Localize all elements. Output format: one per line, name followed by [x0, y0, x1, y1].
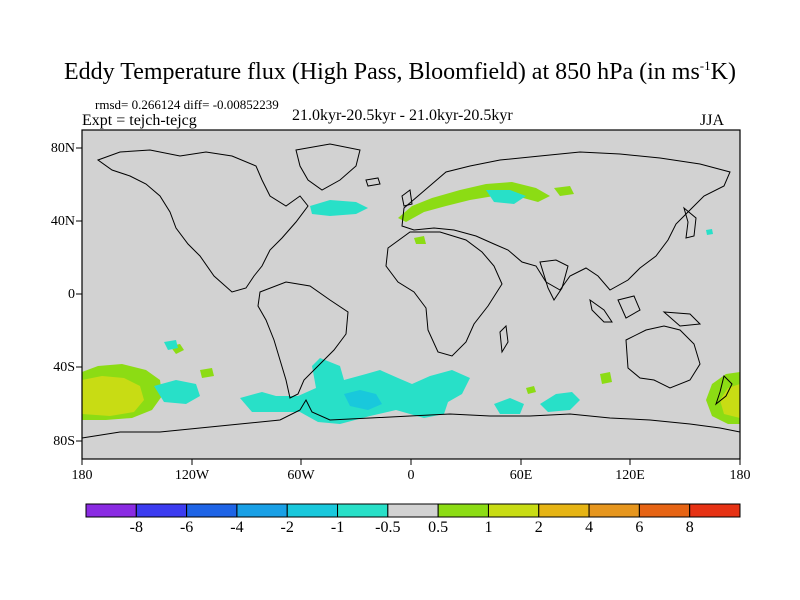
- colorbar-swatch: [186, 503, 238, 518]
- colorbar-label: -8: [129, 519, 143, 536]
- coastline-madagascar: [499, 324, 509, 354]
- colorbar-label: 2: [534, 519, 543, 536]
- anomaly-east-edge-yellow: [720, 384, 740, 418]
- anomaly-south-pacific-yellow: [82, 376, 144, 416]
- colorbar-swatch: [387, 503, 439, 518]
- colorbar-swatch: [135, 503, 188, 518]
- colorbar-label: -1: [330, 519, 345, 536]
- lat-label: 0: [68, 287, 75, 302]
- lon-label: 180: [71, 468, 93, 483]
- colorbar-swatch: [437, 503, 489, 518]
- coastline-south-america: [257, 281, 349, 399]
- experiment-label: Expt = tejch-tejcg: [82, 112, 197, 129]
- coastline-new-guinea: [662, 311, 702, 327]
- colorbar-label: 0.5: [428, 519, 449, 536]
- lon-label: 0: [407, 468, 415, 483]
- colorbar-swatch: [236, 503, 288, 518]
- lat-label: 80N: [50, 141, 75, 156]
- coastline-north-america: [96, 149, 309, 293]
- coastline-australia: [625, 325, 701, 389]
- coastline-iceland: [365, 177, 381, 187]
- anomaly-southern-ocean-cyan: [154, 380, 200, 404]
- anomaly-iberia-green: [414, 236, 426, 244]
- lat-label: 40N: [50, 214, 75, 229]
- anomaly-green-sp3: [200, 368, 214, 378]
- anomaly-europe-cyan: [486, 190, 526, 204]
- colorbar-swatch: [85, 503, 137, 518]
- anomaly-southern-ocean-cyan-5: [164, 340, 178, 350]
- colorbar-label: -4: [230, 519, 244, 536]
- lon-label: 60W: [287, 468, 315, 483]
- colorbar-swatch: [337, 503, 389, 518]
- colorbar-label: -6: [179, 519, 194, 536]
- colorbar-swatch: [588, 503, 640, 518]
- colorbar-label: 4: [585, 519, 594, 536]
- lon-label: 60E: [509, 468, 533, 483]
- coastline-eurasia: [401, 151, 731, 291]
- colorbar-swatch: [689, 503, 741, 518]
- lon-label: 120W: [174, 468, 210, 483]
- lon-label: 180: [729, 468, 751, 483]
- colorbar-swatch: [487, 503, 540, 518]
- colorbar-swatch: [638, 503, 691, 518]
- coastlines: [81, 143, 741, 439]
- coastline-sumatra: [589, 298, 613, 323]
- stats-label: rmsd= 0.266124 diff= -0.00852239: [95, 97, 279, 112]
- anomaly-southern-ocean-cyan-4: [540, 392, 580, 412]
- anomaly-north-atlantic-cyan: [310, 200, 368, 216]
- axis-ticks: [76, 147, 741, 465]
- anomaly-green-si: [600, 372, 612, 384]
- colorbar-label: 6: [635, 519, 644, 536]
- colorbar-label: -2: [280, 519, 294, 536]
- coastline-new-zealand: [714, 375, 733, 406]
- page-title: Eddy Temperature flux (High Pass, Bloomf…: [64, 58, 736, 85]
- lat-label: 40S: [53, 360, 75, 375]
- coastline-india: [539, 259, 569, 301]
- anomaly-pacific-cyan: [706, 229, 713, 235]
- anomaly-green-si-2: [526, 386, 536, 394]
- anomaly-southern-ocean-blue: [344, 390, 382, 410]
- colorbar-label: 1: [484, 519, 493, 536]
- season-label: JJA: [700, 112, 725, 129]
- coastline-japan: [683, 206, 697, 239]
- colorbar-label: -0.5: [375, 519, 401, 536]
- anomaly-asia-green: [554, 186, 574, 196]
- anomaly-southern-ocean-cyan-3: [494, 398, 524, 414]
- lon-label: 120E: [615, 468, 645, 483]
- lat-label: 80S: [53, 434, 75, 449]
- coastline-africa: [385, 231, 503, 357]
- colorbar-swatch: [538, 503, 590, 518]
- period-label: 21.0kyr-20.5kyr - 21.0kyr-20.5kyr: [292, 107, 513, 124]
- anomaly-fields: [82, 182, 740, 424]
- colorbar-swatch: [286, 503, 339, 518]
- coastline-uk: [401, 189, 413, 207]
- coastline-antarctica: [81, 398, 741, 439]
- coastline-greenland: [295, 143, 361, 191]
- colorbar-label: 8: [685, 519, 694, 536]
- anomaly-southern-ocean-cyan-2: [240, 358, 470, 424]
- coastline-borneo: [617, 295, 641, 319]
- colorbar: [85, 503, 741, 518]
